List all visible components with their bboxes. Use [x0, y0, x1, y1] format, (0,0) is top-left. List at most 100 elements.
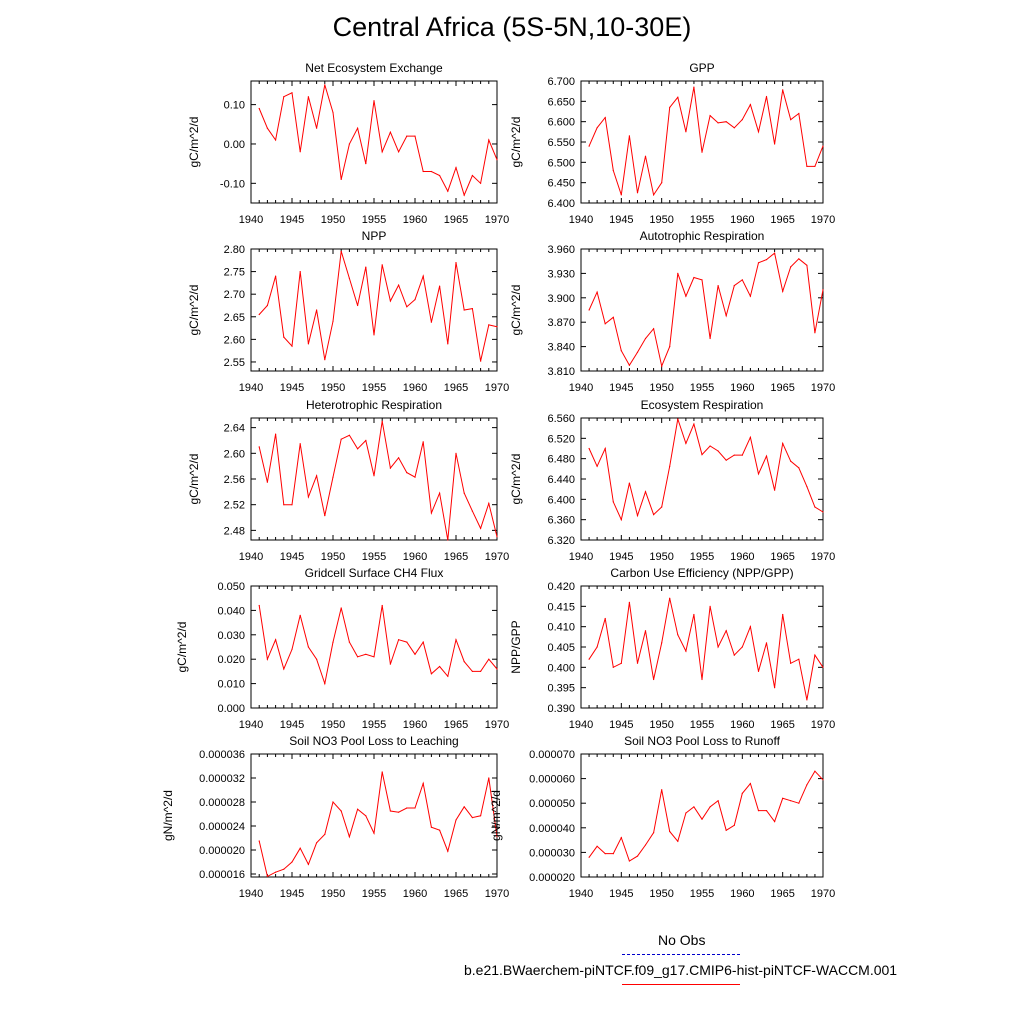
y-tick-label: 2.60 — [224, 448, 245, 460]
data-point — [620, 837, 622, 839]
data-point — [741, 119, 743, 121]
x-tick-label: 1965 — [770, 888, 794, 900]
panel-title: Net Ecosystem Exchange — [305, 61, 443, 75]
y-tick-label: 3.840 — [547, 342, 575, 354]
y-tick-label: 2.52 — [224, 500, 245, 512]
x-tick-label: 1955 — [690, 719, 714, 731]
data-point — [422, 275, 424, 277]
data-point — [275, 275, 277, 277]
data-point — [717, 646, 719, 648]
data-point — [661, 182, 663, 184]
data-point — [414, 807, 416, 809]
panel-0: Net Ecosystem Exchange gC/m^2/d 1940 1945 19… — [187, 61, 509, 226]
data-point — [447, 850, 449, 852]
y-tick-label: 0.000060 — [529, 774, 575, 786]
data-point — [398, 811, 400, 813]
data-point — [283, 96, 285, 98]
data-point — [398, 457, 400, 459]
data-point — [653, 514, 655, 516]
x-tick-label: 1960 — [730, 719, 754, 731]
data-point — [612, 169, 614, 172]
data-point — [455, 819, 457, 821]
panel-9: Soil NO3 Pool Loss to Runoff gN/m^2/d 1940… — [489, 734, 835, 900]
data-point — [299, 443, 301, 445]
panel-frame — [250, 80, 498, 204]
data-point — [798, 658, 800, 660]
data-point — [765, 95, 768, 98]
data-point — [612, 316, 614, 318]
x-tick-label: 1940 — [569, 719, 593, 731]
y-axis-label: gC/m^2/d — [187, 117, 201, 168]
data-point — [340, 438, 342, 440]
data-point — [765, 455, 768, 457]
data-point — [822, 779, 824, 781]
data-point — [636, 351, 639, 353]
data-point — [373, 832, 375, 834]
data-point — [669, 465, 671, 467]
y-axis-label: gC/m^2/d — [187, 454, 201, 505]
x-tick-label: 1970 — [811, 719, 835, 731]
y-tick-label: 6.650 — [547, 96, 575, 108]
data-point — [348, 143, 350, 145]
panel-title: GPP — [689, 61, 714, 75]
panel-4: Heterotrophic Respiration gC/m^2/d 1940 194… — [187, 398, 509, 563]
data-point — [332, 801, 334, 803]
data-point — [307, 96, 309, 98]
panel-frame — [580, 585, 824, 709]
legend-label-no-obs: No Obs — [658, 932, 706, 948]
data-point — [496, 326, 498, 328]
data-point — [701, 279, 703, 281]
x-tick-label: 1955 — [362, 551, 386, 563]
data-point — [725, 315, 727, 317]
data-point — [790, 266, 792, 268]
data-point — [332, 111, 334, 114]
data-point — [765, 259, 768, 261]
x-tick-label: 1940 — [239, 214, 263, 226]
data-point — [701, 454, 703, 456]
data-point — [422, 782, 424, 785]
data-point — [307, 496, 309, 498]
data-point — [685, 812, 687, 814]
legend-line-model-run — [622, 984, 740, 985]
y-tick-label: 2.48 — [224, 525, 245, 537]
panel-title: Heterotrophic Respiration — [306, 398, 442, 412]
x-tick-label: 1965 — [444, 382, 468, 394]
data-point — [447, 343, 449, 345]
data-point — [266, 658, 268, 660]
data-point — [636, 855, 639, 857]
panel-title: Autotrophic Respiration — [640, 229, 765, 243]
x-tick-label: 1970 — [485, 214, 509, 226]
y-tick-label: 0.000050 — [529, 798, 575, 810]
panel-6: Gridcell Surface CH4 Flux gC/m^2/d 1940 194… — [175, 566, 509, 731]
panel-frame — [250, 585, 498, 709]
x-tick-label: 1960 — [403, 888, 427, 900]
data-point — [669, 830, 671, 833]
x-tick-label: 1955 — [690, 551, 714, 563]
data-point — [596, 845, 598, 847]
data-point — [365, 266, 367, 268]
x-tick-label: 1945 — [609, 888, 633, 900]
series-line-0 — [588, 598, 824, 700]
y-tick-label: 0.410 — [547, 622, 575, 634]
x-tick-label: 1965 — [770, 551, 794, 563]
y-tick-label: 0.10 — [224, 100, 245, 112]
data-point — [266, 304, 268, 307]
y-tick-label: 3.870 — [547, 317, 575, 329]
data-point — [628, 135, 631, 137]
data-point — [604, 323, 606, 325]
data-point — [774, 687, 776, 689]
data-point — [307, 646, 309, 648]
data-point — [373, 656, 375, 658]
x-tick-label: 1960 — [730, 888, 754, 900]
panel-frame — [580, 248, 824, 372]
data-point — [588, 447, 590, 450]
data-point — [669, 106, 671, 108]
y-tick-label: 0.000036 — [199, 749, 245, 761]
data-point — [661, 506, 663, 508]
data-point — [653, 678, 655, 681]
y-tick-label: 0.000040 — [529, 823, 575, 835]
y-tick-label: 6.480 — [547, 454, 575, 466]
data-point — [717, 800, 719, 802]
data-point — [307, 343, 309, 345]
data-point — [709, 806, 711, 808]
